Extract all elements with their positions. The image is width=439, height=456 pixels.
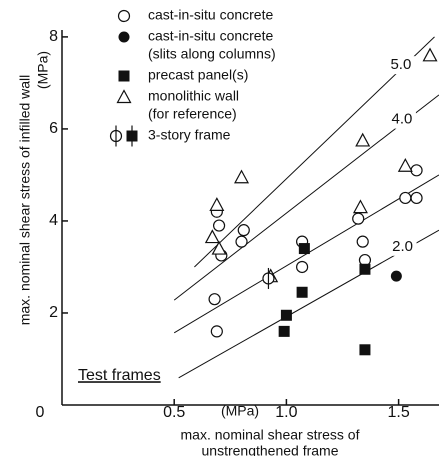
point [235, 235, 248, 248]
point [390, 270, 402, 282]
line-label: 5.0 [390, 56, 411, 73]
point [237, 224, 250, 237]
point [355, 132, 371, 147]
legend-label: (slits along columns) [148, 46, 276, 62]
line-label-bg [387, 110, 416, 129]
point [278, 325, 290, 337]
point [234, 169, 250, 184]
legend-icon [117, 9, 131, 23]
point [280, 309, 292, 321]
point [359, 263, 371, 275]
point [210, 325, 223, 338]
line-label-bg [386, 56, 415, 75]
legend-icon [118, 31, 130, 43]
y-tick-label: 4 [49, 212, 58, 229]
x-tick-label: 0 [36, 404, 45, 421]
point [212, 219, 226, 232]
line-label-bg [388, 237, 417, 256]
point [296, 260, 309, 274]
y-axis-unit: (MPa) [35, 51, 51, 89]
y-tick-label: 6 [49, 120, 58, 137]
point [352, 212, 365, 225]
legend-label: (for reference) [148, 106, 237, 122]
legend-icon [126, 125, 138, 147]
point [410, 164, 423, 177]
y-axis-label: max. nominal shear stress of infilled wa… [17, 75, 33, 326]
legend-label: cast-in-situ concrete [148, 28, 273, 44]
line-label: 2.0 [392, 238, 413, 255]
point [211, 240, 227, 255]
y-tick-label: 2 [49, 304, 58, 321]
legend-label: precast panel(s) [148, 67, 248, 83]
point [397, 157, 413, 172]
x-tick-label: 1.0 [275, 404, 297, 421]
x-axis-unit: (MPa) [221, 403, 259, 419]
point [359, 344, 371, 356]
legend-icon [109, 125, 123, 147]
x-tick-label: 1.5 [387, 404, 409, 421]
legend-icon [116, 89, 132, 104]
point [356, 235, 369, 248]
point [352, 199, 368, 214]
annotation: Test frames [78, 367, 161, 384]
x-axis-label: unstrengthened frame [202, 443, 339, 456]
legend-icon [118, 70, 130, 82]
point [410, 191, 423, 205]
legend-label: monolithic wall [148, 88, 239, 104]
reference-line [173, 94, 439, 301]
point [422, 47, 438, 62]
point [209, 197, 225, 211]
point [208, 293, 221, 306]
y-tick-label: 8 [49, 28, 58, 45]
line-label: 4.0 [391, 111, 412, 128]
point [298, 243, 310, 255]
point [204, 229, 220, 244]
legend-label: cast-in-situ concrete [148, 7, 273, 23]
x-tick-label: 0.5 [163, 404, 185, 421]
x-axis-label: max. nominal shear stress of [181, 427, 360, 443]
point [296, 286, 308, 298]
reference-line [194, 36, 435, 268]
point [262, 267, 275, 289]
point [399, 191, 412, 205]
legend-label: 3-story frame [148, 127, 231, 143]
